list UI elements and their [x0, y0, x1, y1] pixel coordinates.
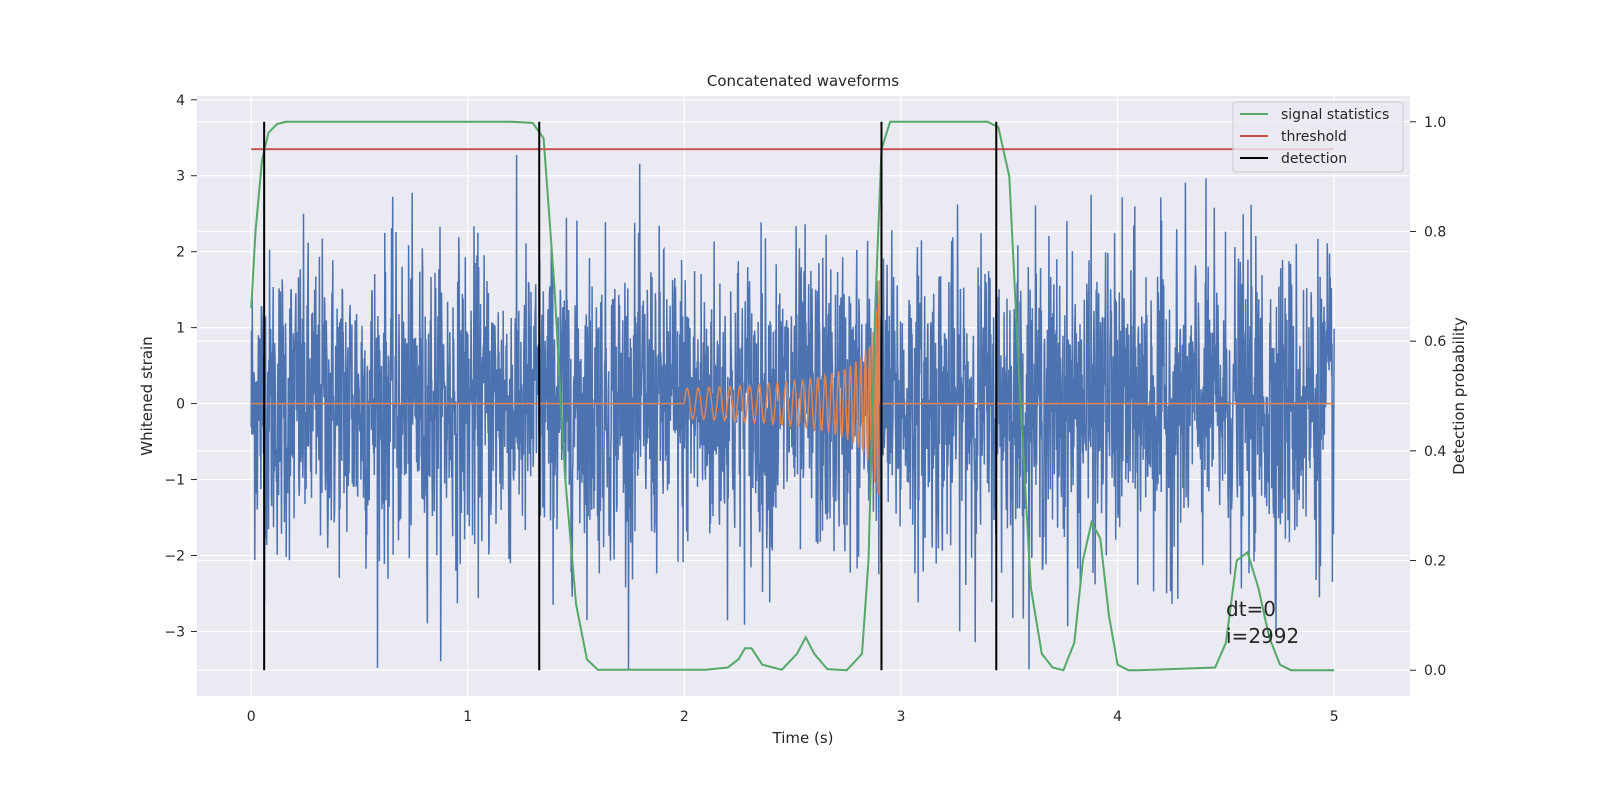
legend-frame — [1232, 101, 1404, 173]
x-tick-label: 3 — [897, 709, 906, 725]
x-tick-label: 4 — [1113, 709, 1122, 725]
y-right-axis-ticks: 0.0 0.2 0.4 0.6 0.8 1.0 — [1410, 115, 1446, 679]
y-right-tick-label: 0.0 — [1424, 663, 1446, 679]
y-tick-label: 2 — [176, 245, 185, 261]
y-right-tick-label: 1.0 — [1424, 115, 1446, 131]
y-tick-label: −1 — [164, 473, 185, 489]
legend: signal statistics threshold detection — [1232, 101, 1404, 173]
x-tick-label: 2 — [680, 709, 689, 725]
annotation-dt: dt=0 — [1226, 597, 1276, 621]
y-right-tick-label: 0.8 — [1424, 224, 1446, 240]
legend-label-signal-statistics: signal statistics — [1281, 107, 1389, 123]
x-tick-label: 0 — [247, 709, 256, 725]
y-right-axis-label: Detection probability — [1450, 317, 1468, 475]
annotation-i: i=2992 — [1226, 624, 1299, 648]
x-axis-ticks: 0 1 2 3 4 5 — [247, 709, 1339, 725]
noise-series — [250, 154, 1335, 670]
chirp-line — [251, 280, 1335, 495]
y-tick-label: 0 — [176, 397, 185, 413]
y-axis-ticks: −3 −2 −1 0 1 2 3 4 — [164, 93, 197, 640]
x-axis-label: Time (s) — [772, 729, 834, 747]
signal-statistics-line — [250, 120, 1335, 672]
y-tick-label: 3 — [176, 169, 185, 185]
detection-series — [263, 121, 998, 671]
noise-line — [250, 154, 1335, 670]
legend-label-detection: detection — [1281, 151, 1347, 167]
chirp-series — [251, 280, 1335, 495]
x-tick-label: 1 — [463, 709, 472, 725]
y-tick-label: 1 — [176, 321, 185, 337]
y-tick-label: −3 — [164, 624, 185, 640]
x-tick-label: 5 — [1330, 709, 1339, 725]
y-axis-label: Whitened strain — [138, 336, 156, 455]
y-right-tick-label: 0.6 — [1424, 334, 1446, 350]
legend-label-threshold: threshold — [1281, 129, 1347, 145]
signal-statistics-series — [250, 120, 1335, 672]
y-right-tick-label: 0.2 — [1424, 554, 1446, 570]
chart-title: Concatenated waveforms — [707, 72, 899, 90]
y-right-tick-label: 0.4 — [1424, 444, 1446, 460]
y-tick-label: −2 — [164, 548, 185, 564]
y-tick-label: 4 — [176, 93, 185, 109]
